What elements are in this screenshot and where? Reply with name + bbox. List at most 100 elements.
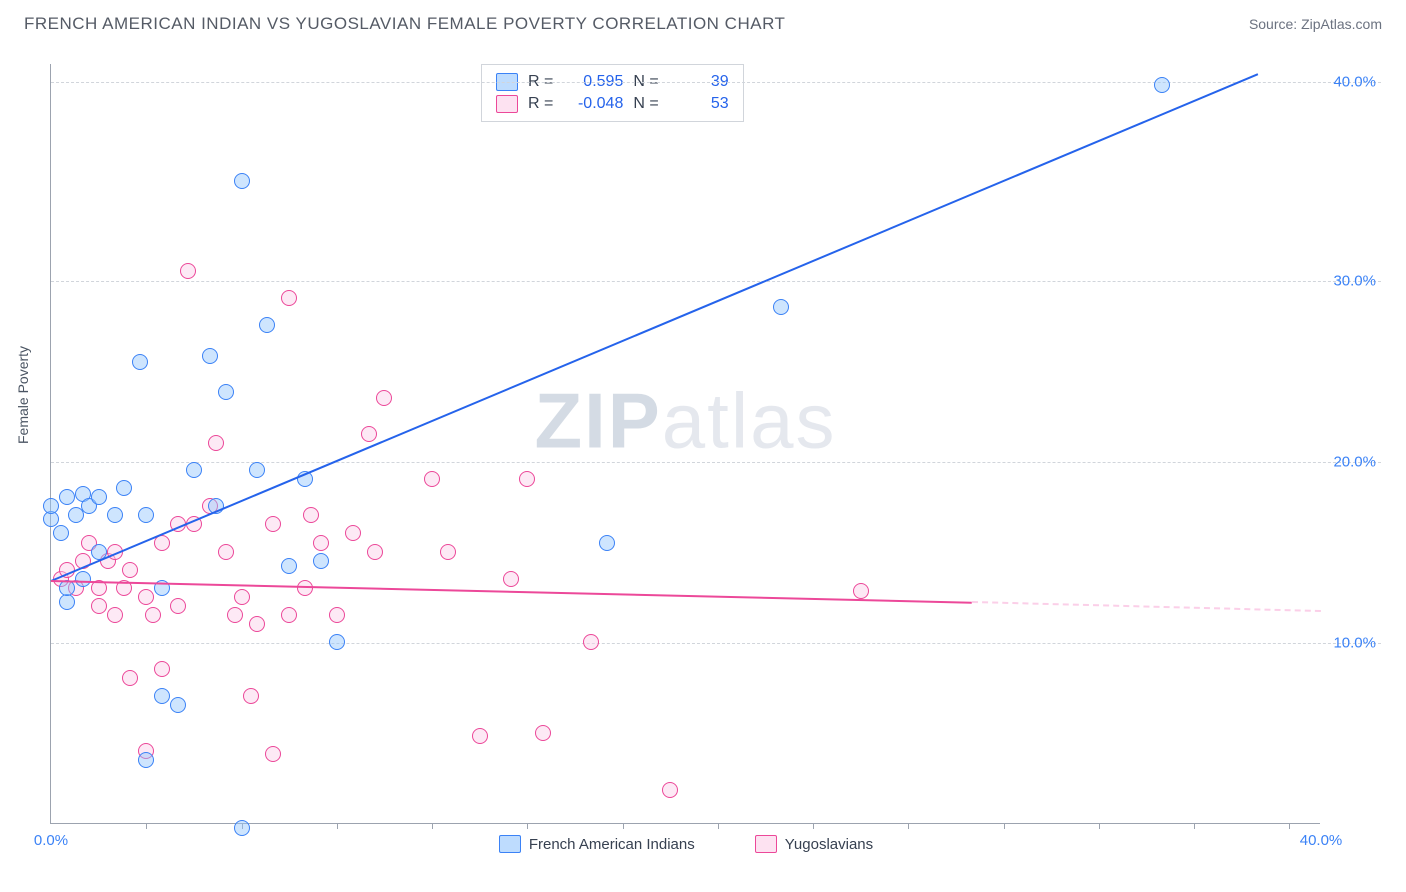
data-point [116, 480, 132, 496]
y-tick-label: 10.0% [1333, 635, 1376, 652]
data-point [43, 498, 59, 514]
data-point [243, 688, 259, 704]
stats-row-pink: R = -0.048 N = 53 [496, 93, 729, 115]
data-point [599, 535, 615, 551]
x-tick [527, 823, 528, 829]
legend-label-pink: Yugoslavians [785, 836, 873, 853]
x-tick [718, 823, 719, 829]
data-point [91, 489, 107, 505]
data-point [202, 348, 218, 364]
data-point [75, 571, 91, 587]
data-point [138, 752, 154, 768]
x-tick [1194, 823, 1195, 829]
data-point [329, 634, 345, 650]
x-tick-label: 0.0% [34, 832, 68, 849]
data-point [329, 607, 345, 623]
data-point [59, 594, 75, 610]
swatch-pink-icon [496, 95, 518, 113]
data-point [138, 589, 154, 605]
data-point [249, 616, 265, 632]
data-point [265, 516, 281, 532]
y-axis-label: Female Poverty [15, 346, 31, 444]
data-point [583, 634, 599, 650]
x-tick [908, 823, 909, 829]
data-point [259, 317, 275, 333]
data-point [440, 544, 456, 560]
trend-line [51, 73, 1258, 582]
r-value-pink: -0.048 [563, 95, 623, 113]
data-point [154, 661, 170, 677]
data-point [519, 471, 535, 487]
data-point [303, 507, 319, 523]
swatch-blue-icon [499, 835, 521, 853]
x-tick [623, 823, 624, 829]
trend-line [972, 601, 1321, 612]
data-point [180, 263, 196, 279]
data-point [265, 746, 281, 762]
data-point [154, 688, 170, 704]
data-point [503, 571, 519, 587]
data-point [208, 435, 224, 451]
legend-label-blue: French American Indians [529, 836, 695, 853]
data-point [376, 390, 392, 406]
gridline [51, 82, 1381, 83]
data-point [234, 173, 250, 189]
x-tick-label: 40.0% [1300, 832, 1343, 849]
x-tick [1004, 823, 1005, 829]
swatch-pink-icon [755, 835, 777, 853]
data-point [122, 562, 138, 578]
gridline [51, 643, 1381, 644]
gridline [51, 462, 1381, 463]
y-tick-label: 20.0% [1333, 454, 1376, 471]
data-point [249, 462, 265, 478]
chart-title: FRENCH AMERICAN INDIAN VS YUGOSLAVIAN FE… [24, 14, 785, 34]
data-point [53, 525, 69, 541]
data-point [91, 598, 107, 614]
gridline [51, 281, 1381, 282]
data-point [107, 607, 123, 623]
y-tick-label: 40.0% [1333, 74, 1376, 91]
data-point [122, 670, 138, 686]
data-point [186, 462, 202, 478]
legend-item-blue: French American Indians [499, 835, 695, 853]
x-tick [1289, 823, 1290, 829]
x-tick [337, 823, 338, 829]
data-point [132, 354, 148, 370]
data-point [773, 299, 789, 315]
plot-region: ZIPatlas R = 0.595 N = 39 R = -0.048 N =… [50, 64, 1320, 824]
data-point [138, 507, 154, 523]
data-point [662, 782, 678, 798]
data-point [424, 471, 440, 487]
data-point [281, 558, 297, 574]
data-point [853, 583, 869, 599]
data-point [145, 607, 161, 623]
source-label: Source: ZipAtlas.com [1249, 16, 1382, 32]
x-tick [1099, 823, 1100, 829]
data-point [313, 553, 329, 569]
x-tick [432, 823, 433, 829]
watermark: ZIPatlas [534, 375, 836, 466]
data-point [1154, 77, 1170, 93]
data-point [313, 535, 329, 551]
y-tick-label: 30.0% [1333, 273, 1376, 290]
chart-area: ZIPatlas R = 0.595 N = 39 R = -0.048 N =… [50, 64, 1380, 824]
data-point [234, 589, 250, 605]
n-label: N = [633, 95, 658, 113]
data-point [234, 820, 250, 836]
data-point [170, 598, 186, 614]
data-point [281, 607, 297, 623]
data-point [472, 728, 488, 744]
r-label: R = [528, 95, 553, 113]
data-point [107, 507, 123, 523]
data-point [535, 725, 551, 741]
data-point [218, 544, 234, 560]
data-point [361, 426, 377, 442]
data-point [59, 489, 75, 505]
data-point [367, 544, 383, 560]
data-point [170, 697, 186, 713]
data-point [227, 607, 243, 623]
legend-item-pink: Yugoslavians [755, 835, 873, 853]
stats-legend: R = 0.595 N = 39 R = -0.048 N = 53 [481, 64, 744, 122]
series-legend: French American Indians Yugoslavians [51, 835, 1321, 853]
x-tick [813, 823, 814, 829]
